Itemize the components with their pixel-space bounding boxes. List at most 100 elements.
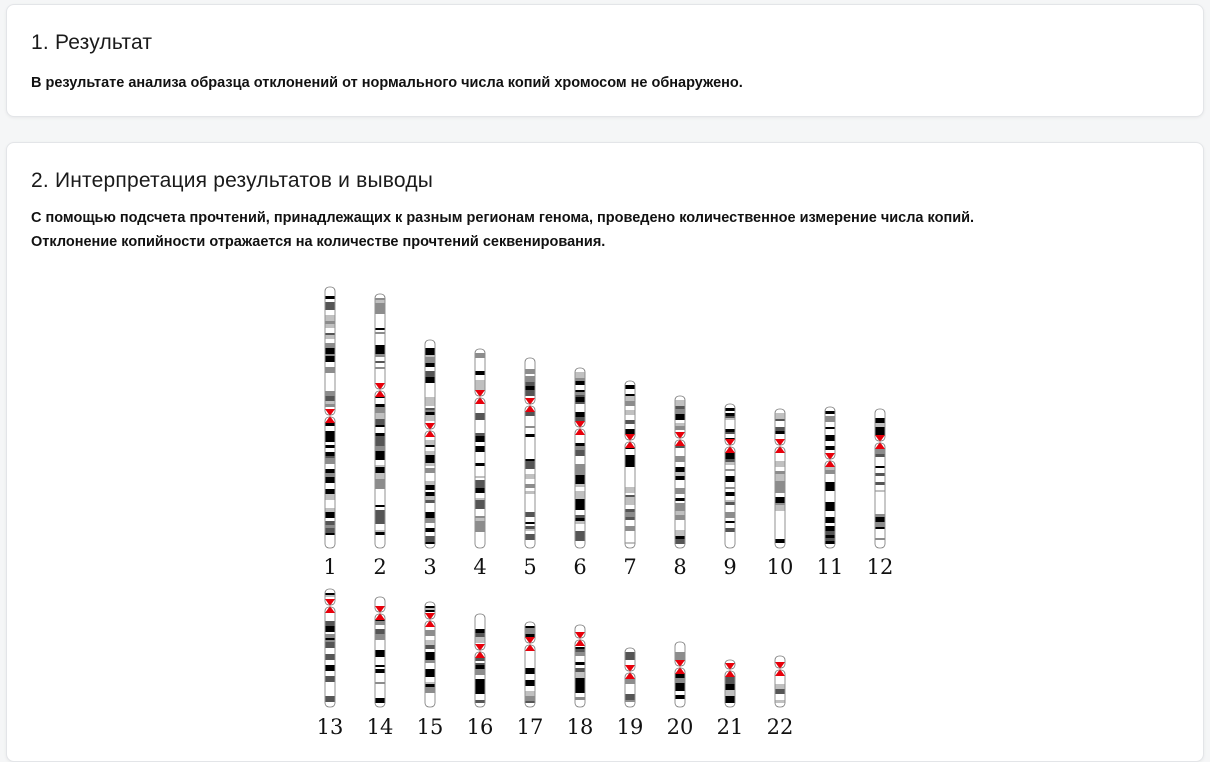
chromosome-band: [375, 678, 385, 682]
chromosome-band: [625, 520, 635, 524]
chromosome-band: [375, 407, 385, 413]
centromere-top: [475, 644, 485, 651]
chromosome-band: [425, 391, 435, 397]
chromosome-band: [375, 451, 385, 453]
chromosome-band: [725, 423, 735, 429]
result-title: 1. Результат: [31, 31, 153, 54]
centromere-bottom: [375, 613, 385, 620]
chromosome-band: [375, 334, 385, 339]
chromosome-band: [675, 409, 685, 414]
chromosome-band: [325, 638, 335, 640]
chromosome-band: [475, 442, 485, 446]
chromosome-band: [375, 698, 385, 703]
chromosome-band: [575, 440, 585, 443]
chromosome-band: [675, 520, 685, 522]
centromere-bottom: [475, 651, 485, 658]
chromosome-band: [725, 538, 735, 544]
chromosome-band: [475, 482, 485, 488]
chromosome-band: [625, 464, 635, 467]
chromosome-label: 3: [423, 555, 436, 579]
chromosome-band: [875, 517, 885, 522]
chromosome-band: [825, 523, 835, 526]
chromosome-band: [675, 420, 685, 423]
chromosome-band: [375, 375, 385, 381]
chromosome-band: [425, 684, 435, 687]
chromosome-band: [675, 480, 685, 484]
chromosome-band: [425, 397, 435, 400]
chromosome-band: [625, 512, 635, 517]
chromosome-band: [625, 449, 635, 455]
chromosome-band: [775, 681, 785, 684]
chromosome-4: [474, 348, 486, 549]
chromosome-band: [825, 502, 835, 506]
chromosome-band: [575, 505, 585, 510]
chromosome-p-arm: [474, 613, 486, 651]
chromosome-band: [325, 541, 335, 544]
chromosome-band: [725, 485, 735, 487]
chromosome-band: [425, 542, 435, 544]
chromosome-band: [775, 517, 785, 522]
chromosome-band: [675, 448, 685, 452]
chromosome-band: [375, 354, 385, 357]
chromosome-band: [475, 521, 485, 527]
chromosome-band: [525, 396, 535, 399]
chromosome-band: [375, 530, 385, 532]
chromosome-band: [875, 482, 885, 485]
chromosome-band: [675, 539, 685, 544]
chromosome-band: [475, 538, 485, 542]
chromosome-band: [325, 618, 335, 621]
chromosome-band: [825, 422, 835, 425]
chromosome-band: [375, 446, 385, 451]
chromosome-band: [325, 448, 335, 452]
chromosome-band: [525, 382, 535, 386]
chromosome-q-arm: [674, 439, 686, 549]
chromosome-band: [375, 601, 385, 606]
chromosome-band: [325, 535, 335, 541]
chromosome-band: [425, 447, 435, 449]
chromosome-band: [625, 509, 635, 512]
chromosome-band: [425, 369, 435, 371]
centromere-bottom: [475, 397, 485, 404]
chromosome-band: [625, 689, 635, 694]
chromosome-band: [475, 433, 485, 436]
chromosome-band: [525, 446, 535, 452]
chromosome-band: [625, 542, 635, 544]
chromosome-band: [425, 463, 435, 466]
chromosome-q-arm: [724, 670, 736, 708]
chromosome-band: [725, 523, 735, 528]
chromosome-band: [375, 684, 385, 690]
chromosome-p-arm: [824, 406, 836, 460]
chromosome-band: [475, 436, 485, 442]
chromosome-band: [825, 474, 835, 478]
chromosome-band: [725, 521, 735, 523]
chromosome-band: [325, 328, 335, 331]
centromere-top: [525, 398, 535, 405]
chromosome-band: [625, 392, 635, 394]
chromosome-band: [475, 509, 485, 511]
chromosome-band: [725, 701, 735, 703]
chromosome-1: [324, 286, 336, 549]
centromere-top: [325, 409, 335, 416]
chromosome-band: [525, 529, 535, 531]
chromosome-band: [325, 442, 335, 445]
chromosome-band: [325, 504, 335, 508]
chromosome-band: [475, 657, 485, 661]
chromosome-band: [475, 675, 485, 679]
chromosome-band: [375, 339, 385, 345]
chromosome-band: [725, 492, 735, 496]
chromosome-band: [575, 665, 585, 668]
chromosome-band: [325, 310, 335, 315]
chromosome-band: [375, 467, 385, 473]
chromosome-band: [825, 446, 835, 450]
chromosome-band: [775, 694, 785, 700]
chromosome-band: [475, 478, 485, 480]
chromosome-band: [625, 398, 635, 401]
chromosome-band: [825, 429, 835, 431]
chromosome-band: [575, 672, 585, 678]
chromosome-14: [374, 596, 386, 708]
chromosome-band: [625, 415, 635, 418]
chromosome-band: [575, 700, 585, 703]
chromosome-band: [325, 696, 335, 702]
centromere-top: [625, 434, 635, 441]
chromosome-band: [425, 669, 435, 674]
